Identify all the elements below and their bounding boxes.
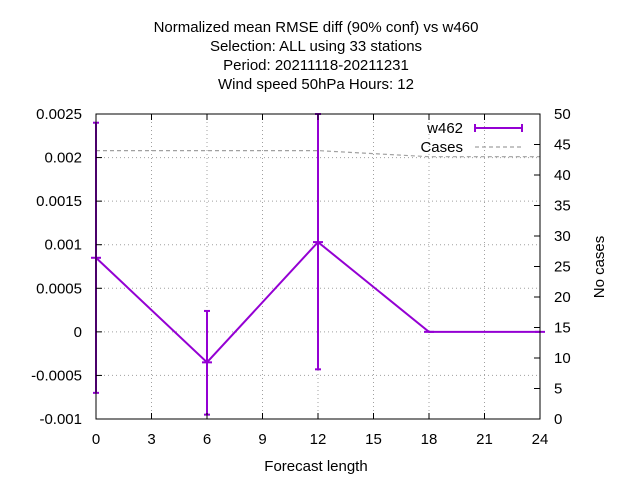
x-tick-label: 18	[421, 431, 438, 448]
axis-ticks	[95, 113, 541, 420]
y2-tick-label: 20	[554, 289, 571, 306]
y2-tick-label: 0	[554, 411, 562, 428]
y2-tick-label: 50	[554, 106, 571, 123]
legend-label-w462: w462	[426, 120, 463, 137]
x-axis: 0 3 6 9 12 15 18 21 24	[92, 431, 549, 448]
y-axis-right: 0 5 10 15 20 25 30 35 40 45 50	[554, 106, 571, 428]
title-line: Wind speed 50hPa Hours: 12	[218, 76, 414, 93]
y-tick-label: 0.0025	[36, 106, 82, 123]
y-tick-label: 0	[74, 324, 82, 341]
title-line: Selection: ALL using 33 stations	[210, 38, 422, 55]
x-tick-label: 21	[476, 431, 493, 448]
cases-line	[96, 150, 540, 158]
y2-tick-label: 5	[554, 381, 562, 398]
x-tick-label: 9	[258, 431, 266, 448]
x-tick-label: 6	[203, 431, 211, 448]
y2-tick-label: 30	[554, 228, 571, 245]
y2-axis-label: No cases	[591, 236, 608, 299]
series-cases	[96, 150, 540, 158]
y-tick-label: -0.0005	[31, 367, 82, 384]
y-axis-left: -0.001 -0.0005 0 0.0005 0.001 0.0015 0.002 0.00…	[31, 106, 82, 428]
y2-tick-label: 35	[554, 198, 571, 215]
y-tick-label: 0.0015	[36, 193, 82, 210]
title-line: Period: 20211118-20211231	[223, 57, 409, 74]
legend: w462 Cases	[420, 120, 523, 156]
y-tick-label: -0.001	[39, 411, 82, 428]
y-tick-label: 0.002	[44, 150, 82, 167]
y2-tick-label: 10	[554, 350, 571, 367]
x-tick-label: 24	[532, 431, 549, 448]
chart-title: Normalized mean RMSE diff (90% conf) vs …	[154, 19, 479, 93]
x-tick-label: 15	[365, 431, 382, 448]
x-tick-label: 12	[310, 431, 327, 448]
x-axis-label: Forecast length	[264, 458, 367, 475]
y2-tick-label: 45	[554, 137, 571, 154]
y-tick-label: 0.0005	[36, 280, 82, 297]
title-line: Normalized mean RMSE diff (90% conf) vs …	[154, 19, 479, 36]
y2-tick-label: 40	[554, 167, 571, 184]
legend-label-cases: Cases	[420, 139, 463, 156]
y2-tick-label: 15	[554, 320, 571, 337]
x-tick-label: 0	[92, 431, 100, 448]
y-tick-label: 0.001	[44, 237, 82, 254]
y2-tick-label: 25	[554, 259, 571, 276]
series-w462	[91, 113, 545, 416]
x-tick-label: 3	[147, 431, 155, 448]
